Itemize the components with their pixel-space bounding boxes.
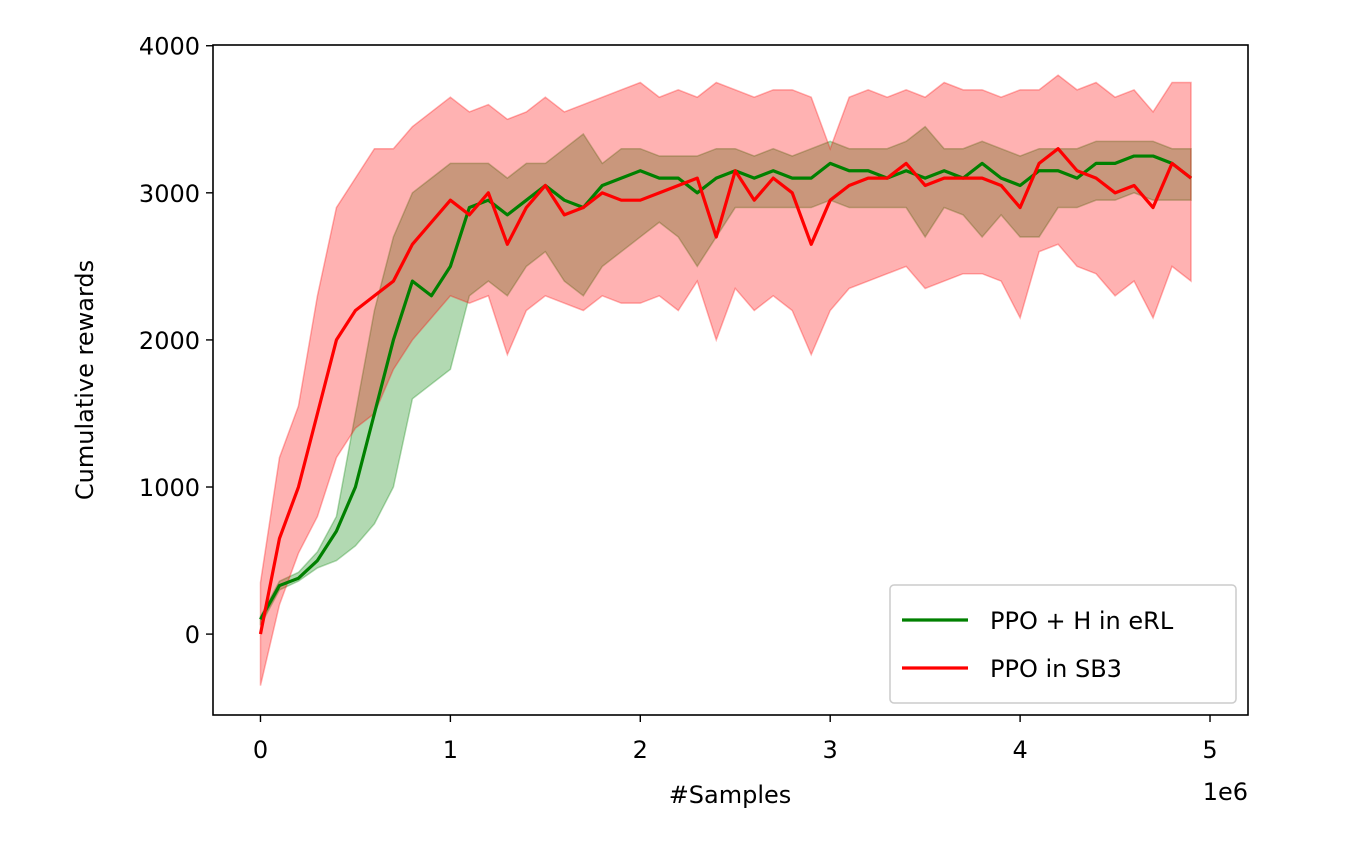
y-tick-label: 2000 bbox=[139, 327, 200, 355]
x-axis-label: #Samples bbox=[669, 781, 792, 809]
x-tick-label: 5 bbox=[1202, 736, 1217, 764]
confidence-band bbox=[259, 74, 1192, 686]
x-offset-label: 1e6 bbox=[1203, 778, 1248, 806]
x-tick-label: 0 bbox=[253, 736, 268, 764]
legend-label: PPO + H in eRL bbox=[990, 607, 1174, 635]
series-line bbox=[258, 147, 1193, 635]
y-axis-label: Cumulative rewards bbox=[71, 260, 99, 500]
y-tick-label: 0 bbox=[185, 621, 200, 649]
x-tick-label: 4 bbox=[1012, 736, 1027, 764]
x-tick-label: 1 bbox=[443, 736, 458, 764]
x-tick-label: 2 bbox=[633, 736, 648, 764]
legend-label: PPO in SB3 bbox=[990, 655, 1122, 683]
y-tick-label: 4000 bbox=[139, 33, 200, 61]
y-tick-label: 1000 bbox=[139, 474, 200, 502]
y-tick-label: 3000 bbox=[139, 180, 200, 208]
confidence-band bbox=[259, 125, 1192, 626]
legend-box bbox=[889, 584, 1237, 704]
x-tick-label: 3 bbox=[823, 736, 838, 764]
plot-frame bbox=[212, 44, 1249, 716]
